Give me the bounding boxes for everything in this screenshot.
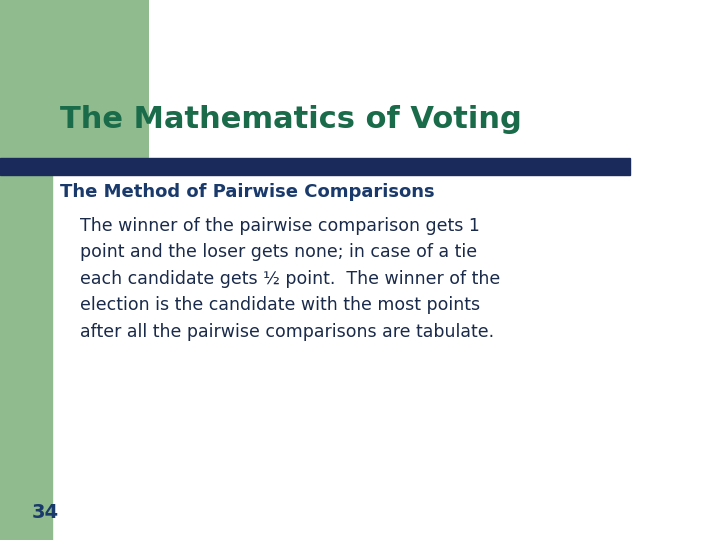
Text: 34: 34	[32, 503, 59, 522]
Text: The winner of the pairwise comparison gets 1
point and the loser gets none; in c: The winner of the pairwise comparison ge…	[80, 217, 500, 341]
Text: The Mathematics of Voting: The Mathematics of Voting	[60, 105, 521, 134]
Text: The Method of Pairwise Comparisons: The Method of Pairwise Comparisons	[60, 183, 434, 201]
Bar	[0, 158, 630, 175]
Bar	[0, 0, 52, 540]
FancyBboxPatch shape	[0, 0, 149, 161]
